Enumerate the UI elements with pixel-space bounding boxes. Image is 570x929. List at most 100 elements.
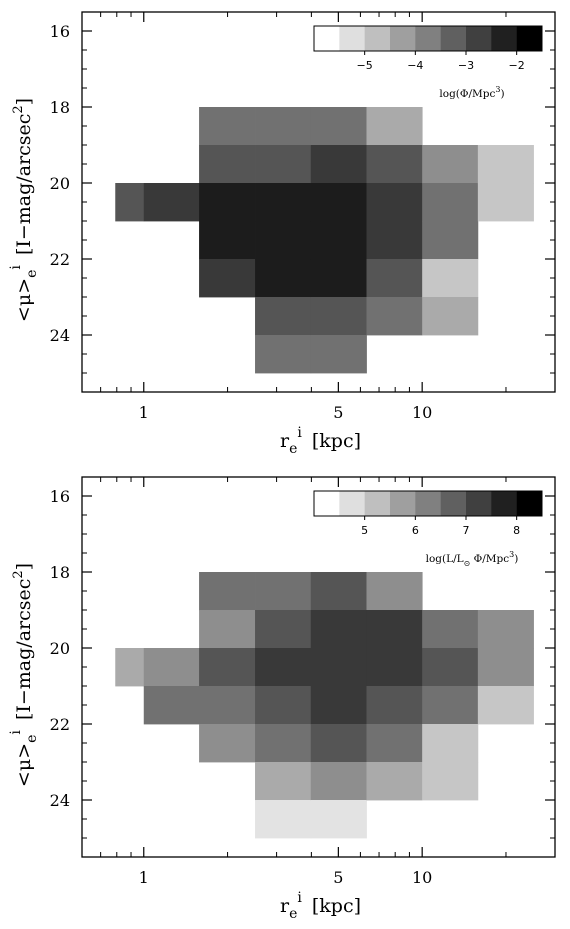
heatmap-cell (255, 183, 312, 222)
colorbar-title: log(L/L⊙ Φ/Mpc3) (426, 550, 519, 568)
heatmap-cell (310, 610, 367, 649)
colorbar-frame (313, 490, 543, 517)
heatmap-cell (255, 297, 312, 336)
colorbar-swatch (415, 491, 441, 516)
heatmap-cell (422, 259, 479, 298)
x-tick-label: 10 (412, 868, 432, 887)
heatmap-cell (422, 297, 479, 336)
colorbar-swatch (339, 491, 365, 516)
heatmap-cell (255, 145, 312, 184)
heatmap-cell (366, 610, 423, 649)
y-tick-label: 24 (50, 326, 70, 345)
heatmap-cell (422, 762, 479, 801)
colorbar-swatch (491, 491, 517, 516)
colorbar-swatch (390, 491, 416, 516)
heatmap-cell (255, 259, 312, 298)
x-tick-label: 1 (139, 868, 149, 887)
heatmap-cell (199, 724, 256, 763)
heatmap-cell (310, 724, 367, 763)
heatmap-cell (310, 145, 367, 184)
heatmap-cell (366, 221, 423, 260)
heatmap-cell (199, 107, 256, 146)
y-tick-label: 24 (50, 791, 70, 810)
heatmap-cell (366, 724, 423, 763)
colorbar-tick-label: −3 (458, 59, 474, 72)
heatmap-cell (422, 648, 479, 687)
heatmap-cell (310, 183, 367, 222)
heatmap-cell (366, 297, 423, 336)
y-axis-title: <μ>ei [I−mag/arcsec2] (8, 563, 40, 787)
y-tick-label: 20 (50, 174, 70, 193)
y-tick-label: 22 (50, 715, 70, 734)
heatmap-cell (310, 686, 367, 725)
colorbar-tick-label: −2 (509, 59, 525, 72)
heatmap-cell (310, 648, 367, 687)
heatmap-cell (199, 572, 256, 611)
colorbar-swatch (390, 26, 416, 51)
colorbar-swatch (314, 26, 340, 51)
heatmap-cell (477, 686, 534, 725)
heatmap-cell (255, 107, 312, 146)
heatmap-cell (477, 610, 534, 649)
heatmap-cell (143, 686, 200, 725)
heatmap-cell (422, 221, 479, 260)
heatmap-cell (143, 183, 200, 222)
colorbar-swatch (440, 26, 467, 51)
heatmap-cell (310, 335, 367, 374)
colorbar-title: log(Φ/Mpc3) (439, 85, 504, 100)
heatmap-chart-bottom: 1 5 10 16 18 20 22 24 rei [kpc] <μ>ei [I−mag/arcs… (8, 476, 556, 922)
heatmap-cell (366, 572, 423, 611)
heatmap-cell (255, 724, 312, 763)
colorbar-swatch (364, 26, 391, 51)
heatmap-cell (422, 183, 479, 222)
colorbar-swatch (314, 491, 340, 516)
colorbar-swatch (466, 26, 492, 51)
y-tick-label: 16 (50, 487, 70, 506)
heatmap-chart-top: 1 5 10 16 18 20 22 24 rei [kpc] <μ>ei [I−mag/arcs… (8, 11, 556, 457)
colorbar-swatch (516, 26, 543, 51)
colorbar-tick-label: 6 (412, 524, 419, 537)
heatmap-cell (199, 610, 256, 649)
heatmap-cell (310, 762, 367, 801)
heatmap-cell (477, 648, 534, 687)
heatmap-cell (422, 686, 479, 725)
heatmap-cell (255, 610, 312, 649)
colorbar-tick-label: 8 (513, 524, 520, 537)
heatmap-cell (310, 107, 367, 146)
heatmap-cell (143, 648, 200, 687)
colorbar-swatch (516, 491, 543, 516)
heatmap-cell (422, 724, 479, 763)
heatmap-cell (255, 335, 312, 374)
heatmap-cell (199, 145, 256, 184)
colorbar-tick-label: −4 (407, 59, 423, 72)
y-tick-label: 20 (50, 639, 70, 658)
heatmap-cell (366, 686, 423, 725)
heatmap-cell (199, 183, 256, 222)
colorbar-swatch (440, 491, 467, 516)
y-tick-label: 18 (50, 98, 70, 117)
heatmap-cell (310, 221, 367, 260)
heatmap-cell (422, 145, 479, 184)
colorbar-tick-label: 7 (463, 524, 470, 537)
x-axis-title: rei [kpc] (280, 890, 361, 922)
heatmap-cell (115, 648, 145, 687)
heatmap-cell (255, 221, 312, 260)
colorbar-swatch (415, 26, 441, 51)
heatmap-cell (310, 259, 367, 298)
heatmap-cell (310, 572, 367, 611)
heatmap-cell (255, 648, 312, 687)
x-tick-label: 5 (333, 868, 343, 887)
heatmap-cell (199, 686, 256, 725)
colorbar-frame (313, 25, 543, 52)
heatmap-cell (199, 259, 256, 298)
heatmap-cell (255, 762, 312, 801)
heatmap-cell (115, 183, 145, 222)
heatmap-cell (310, 800, 367, 839)
heatmap-cell (366, 183, 423, 222)
y-tick-label: 16 (50, 22, 70, 41)
colorbar-swatch (364, 491, 391, 516)
heatmap-cell (366, 762, 423, 801)
heatmap-cell (366, 107, 423, 146)
heatmap-cell (255, 686, 312, 725)
x-tick-label: 10 (412, 403, 432, 422)
